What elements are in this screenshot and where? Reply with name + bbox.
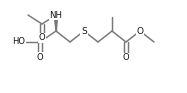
Text: O: O	[39, 33, 45, 43]
Text: NH: NH	[50, 11, 62, 20]
Text: S: S	[81, 27, 87, 36]
Text: HO: HO	[12, 37, 25, 46]
Text: O: O	[137, 27, 143, 36]
Text: O: O	[37, 53, 43, 61]
Text: O: O	[123, 53, 129, 62]
Polygon shape	[54, 15, 58, 31]
